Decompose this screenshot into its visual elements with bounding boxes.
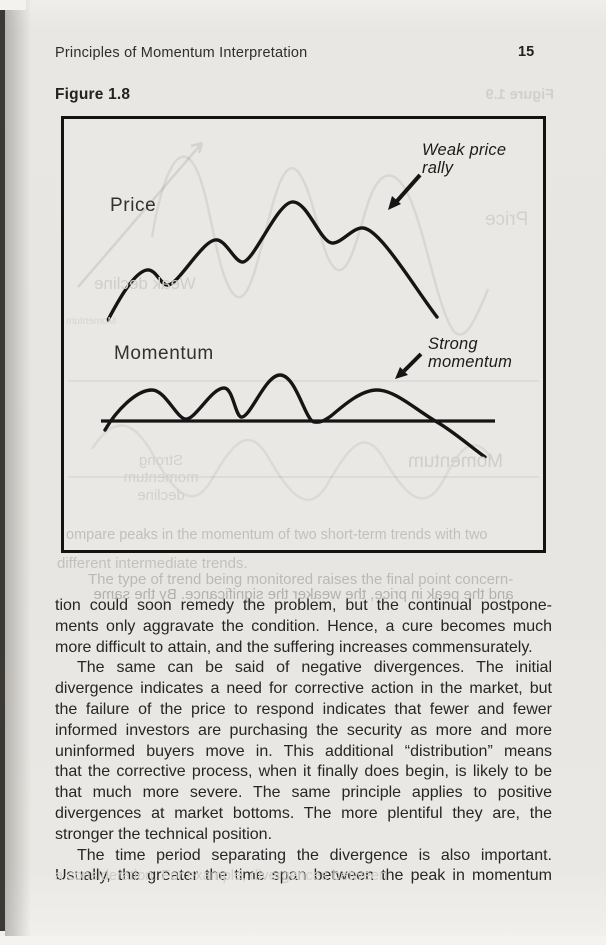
text-line: informed investors are purchasing the se… [55, 721, 552, 739]
ghost-wave-upper [150, 155, 490, 336]
weak-rally-arrow-head [388, 196, 401, 210]
price-label: Price [110, 195, 157, 216]
page-number: 15 [518, 44, 535, 60]
weak-rally-arrow-shaft [395, 173, 422, 203]
strong-momentum-arrow-shaft [402, 352, 423, 373]
figure-caption: Figure 1.8 [55, 86, 131, 103]
text-line: stronger the technical position. [55, 825, 273, 843]
text-line: uninformed buyers move in. This addition… [55, 742, 552, 760]
ghost-wave-lower [90, 424, 494, 501]
body-text: tion could soon remedy the problem, but … [55, 596, 552, 887]
text-line: the failure of the price to respond indi… [55, 700, 552, 718]
text-line: Usually, the greater the time span betwe… [55, 867, 552, 885]
weak-annotation-line1: Weak price [422, 141, 507, 159]
ghost-figure-1-9-label: Figure 1.9 [485, 87, 555, 103]
scan-corner-highlight [0, 0, 26, 10]
momentum-label: Momentum [114, 343, 214, 364]
text-line: that the corrective process, when it fin… [55, 763, 552, 781]
scan-bottom-band [0, 936, 606, 945]
text-line: more difficult to attain, and the suffer… [55, 638, 533, 656]
ghost-caption-line2: different intermediate trends. [57, 555, 248, 572]
text-line: ments only aggravate the condition. Henc… [55, 617, 552, 635]
text-line: divergence indicates a need for correcti… [55, 680, 552, 698]
ghost-trend-arrow [77, 141, 204, 288]
text-line: divergences at market bottoms. The more … [55, 804, 552, 822]
figure-1-8: Price Momentum Weak price rally Strong m… [61, 116, 546, 553]
strong-momentum-annotation: Strong momentum [428, 335, 512, 372]
text-line: that much more severe. The same principl… [55, 784, 552, 802]
text-line: tion could soon remedy the problem, but … [55, 597, 552, 614]
figure-diagram [68, 141, 539, 501]
scan-edge-fade [5, 0, 31, 945]
text-line: The same can be said of negative diverge… [77, 659, 552, 677]
strong-annotation-line2: momentum [428, 353, 513, 372]
price-curve [106, 200, 439, 322]
ghost-type-line: The type of trend being monitored raises… [88, 571, 514, 588]
weak-price-rally-annotation: Weak price rally [422, 141, 506, 178]
strong-momentum-arrow-head [395, 367, 408, 379]
strong-annotation-line1: Strong [428, 335, 478, 353]
text-line: The time period separating the divergenc… [77, 846, 552, 864]
weak-annotation-line2: rally [422, 159, 454, 178]
momentum-curve [103, 373, 487, 459]
scan-edge-shadow [0, 6, 5, 931]
running-head: Principles of Momentum Interpretation [55, 45, 308, 61]
